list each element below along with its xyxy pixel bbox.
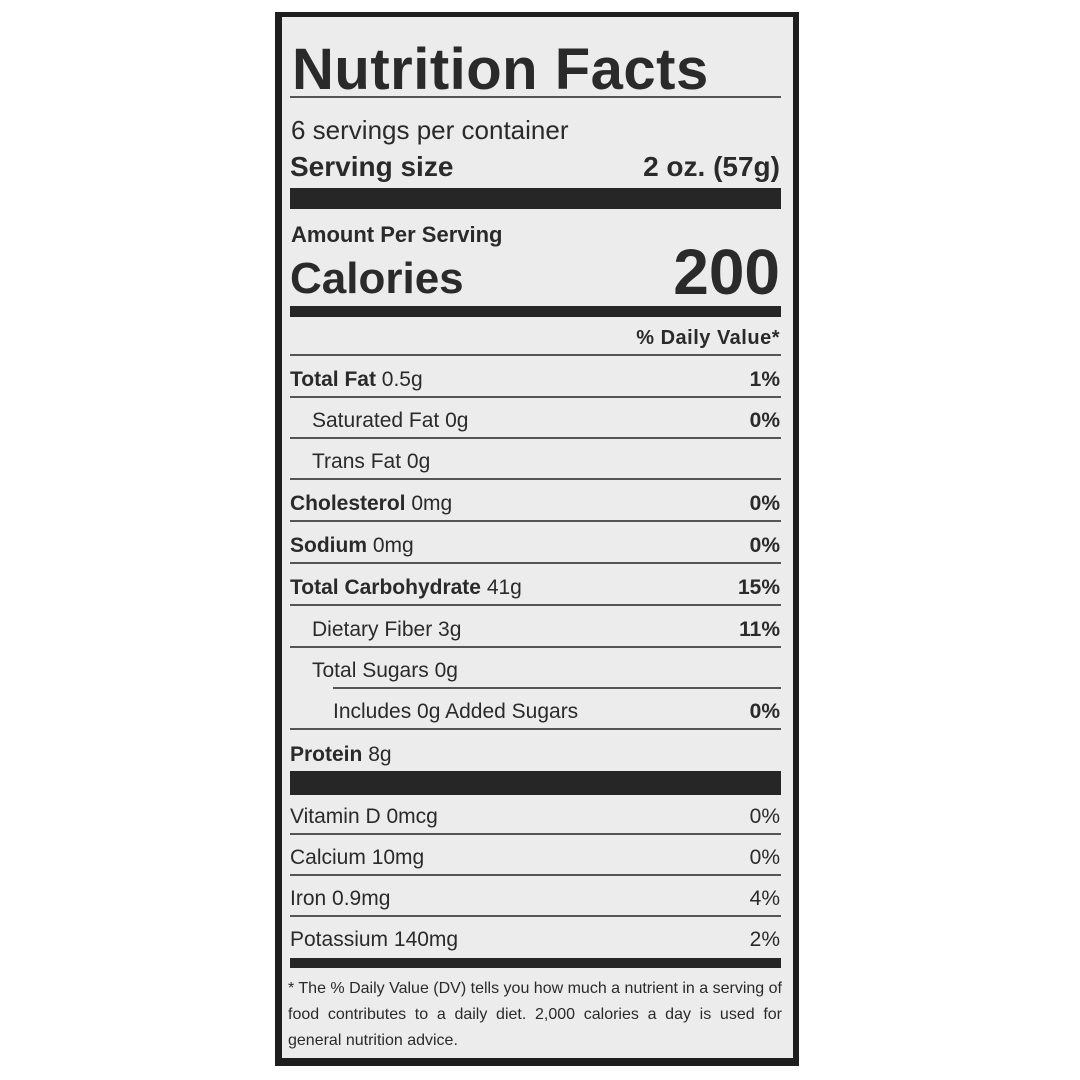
nutrient-name: Total Carbohydrate <box>290 576 481 599</box>
nutrient-row-total-sugars: Total Sugars 0g <box>290 656 780 686</box>
divider <box>290 646 781 648</box>
nutrient-name: Total Fat <box>290 368 376 391</box>
nutrient-dv: 1% <box>749 368 780 391</box>
nutrient-amount: 0g <box>434 659 458 682</box>
calories-row: Calories 200 <box>290 240 780 304</box>
vitamin-dv: 2% <box>749 928 780 951</box>
nutrient-dv: 11% <box>739 618 780 641</box>
nutrient-dv: 15% <box>737 576 780 599</box>
nutrient-amount: 0mg <box>411 492 453 515</box>
vitamin-amount: 0mcg <box>386 805 438 828</box>
serving-size-row: Serving size 2 oz. (57g) <box>290 151 780 182</box>
divider <box>290 915 781 917</box>
vitamin-amount: 0.9mg <box>332 887 391 910</box>
vitamin-amount: 10mg <box>371 846 425 869</box>
nutrient-row-cholesterol: Cholesterol 0mg 0% <box>290 489 780 519</box>
nutrient-row-protein: Protein 8g <box>290 740 780 770</box>
nutrient-amount: 0g <box>406 450 431 473</box>
vitamin-row-calcium: Calcium 10mg 0% <box>290 843 780 873</box>
thick-divider <box>290 188 781 209</box>
nutrient-row-dietary-fiber: Dietary Fiber 3g 11% <box>290 615 780 645</box>
daily-value-footnote: * The % Daily Value (DV) tells you how m… <box>288 980 782 1049</box>
nutrient-name: Cholesterol <box>290 492 406 515</box>
nutrient-row-sodium: Sodium 0mg 0% <box>290 531 780 561</box>
divider <box>290 478 781 480</box>
divider <box>333 687 781 689</box>
nutrient-dv: 0% <box>749 492 780 515</box>
nutrient-name: Trans Fat <box>312 450 402 473</box>
calories-value: 200 <box>673 236 780 308</box>
vitamin-name: Potassium <box>290 928 389 951</box>
divider <box>290 354 781 356</box>
amount-per-serving: Amount Per Serving <box>291 222 503 247</box>
divider <box>290 604 781 606</box>
vitamin-dv: 0% <box>749 846 780 869</box>
calories-label: Calories <box>290 254 464 303</box>
servings-per-container: 6 servings per container <box>291 115 569 145</box>
divider <box>290 874 781 876</box>
medium-divider <box>290 958 781 968</box>
nutrient-row-total-carbohydrate: Total Carbohydrate 41g 15% <box>290 573 780 603</box>
vitamin-row-iron: Iron 0.9mg 4% <box>290 884 780 914</box>
nutrient-amount: 0g <box>445 409 469 432</box>
daily-value-header: % Daily Value* <box>290 323 780 353</box>
nutrient-row-saturated-fat: Saturated Fat 0g 0% <box>290 406 780 436</box>
divider <box>290 728 781 730</box>
vitamin-name: Iron <box>290 887 327 910</box>
divider <box>290 396 781 398</box>
divider <box>290 96 781 98</box>
nutrient-name: Sodium <box>290 534 367 557</box>
nutrient-row-total-fat: Total Fat 0.5g 1% <box>290 365 780 395</box>
nutrient-dv: 0% <box>749 409 780 432</box>
daily-value-header-text: % Daily Value* <box>636 326 780 349</box>
medium-divider <box>290 306 781 317</box>
serving-size-label: Serving size <box>290 151 454 182</box>
vitamin-name: Calcium <box>290 846 366 869</box>
nutrient-amount: 8g <box>368 743 392 766</box>
nutrient-amount: 0.5g <box>381 368 423 391</box>
divider <box>290 520 781 522</box>
vitamin-row-potassium: Potassium 140mg 2% <box>290 925 780 955</box>
vitamin-row-vitamin-d: Vitamin D 0mcg 0% <box>290 802 780 832</box>
thick-divider <box>290 771 781 795</box>
serving-size-value: 2 oz. (57g) <box>643 151 780 182</box>
nutrient-row-added-sugars: Includes 0g Added Sugars 0% <box>290 697 780 727</box>
nutrient-name: Includes 0g Added Sugars <box>333 700 579 723</box>
nutrient-dv: 0% <box>749 534 780 557</box>
nutrient-name: Protein <box>290 743 363 766</box>
nutrient-dv: 0% <box>749 700 780 723</box>
vitamin-dv: 4% <box>749 887 780 910</box>
nutrient-amount: 0mg <box>372 534 414 557</box>
label-title: Nutrition Facts <box>292 37 709 102</box>
nutrient-amount: 41g <box>486 576 522 599</box>
vitamin-dv: 0% <box>749 805 780 828</box>
divider <box>290 437 781 439</box>
nutrient-name: Saturated Fat <box>312 409 440 432</box>
divider <box>290 833 781 835</box>
divider <box>290 562 781 564</box>
vitamin-amount: 140mg <box>393 928 459 951</box>
vitamin-name: Vitamin D <box>290 805 381 828</box>
nutrient-row-trans-fat: Trans Fat 0g <box>290 447 780 477</box>
nutrient-amount: 3g <box>438 618 462 641</box>
nutrient-name: Dietary Fiber <box>312 618 433 641</box>
nutrient-name: Total Sugars <box>312 659 429 682</box>
